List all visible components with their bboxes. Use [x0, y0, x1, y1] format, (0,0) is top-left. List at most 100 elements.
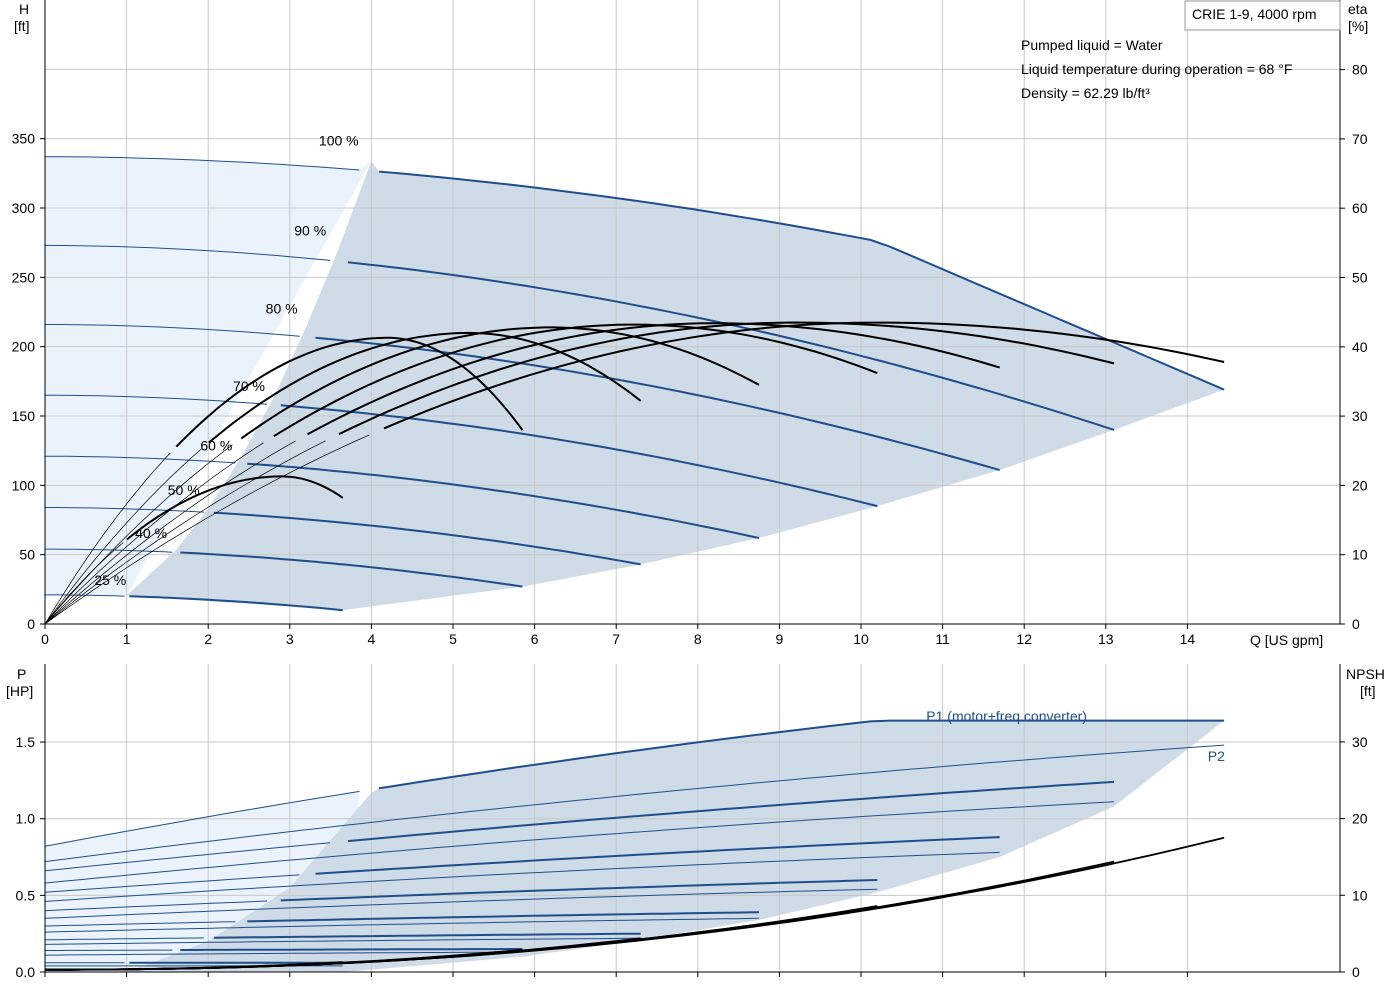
speed-label: 70 %	[233, 378, 265, 394]
x-tick-label: 10	[853, 631, 869, 647]
power-legend-label: P2	[1208, 748, 1225, 764]
p1-curve	[213, 932, 641, 939]
head-curve-thin	[45, 324, 300, 337]
x-tick-label: 5	[449, 631, 457, 647]
eta-tick-label: 0	[1352, 616, 1360, 632]
speed-label: 25 %	[94, 572, 126, 588]
eta-tick-label: 20	[1352, 477, 1368, 493]
p-axis-label: P	[17, 666, 26, 682]
head-curve-thin	[44, 156, 360, 171]
eta-curve	[338, 321, 1115, 436]
power-axes: 0.0 0.5 1.0 1.5 0 10 20 30	[16, 664, 1368, 980]
x-tick-label: 1	[123, 631, 131, 647]
eta-tick-label: 40	[1352, 339, 1368, 355]
p2-curve	[44, 937, 641, 945]
p1-curve	[378, 719, 1225, 790]
head-curve	[315, 336, 1000, 472]
p-tick-label: 1.5	[16, 734, 36, 750]
eta-curve	[383, 321, 1225, 430]
eta-curve-thin	[44, 442, 264, 625]
p-tick-label: 1.0	[16, 811, 36, 827]
eta-curve	[240, 326, 760, 440]
eta-curve-thin	[44, 448, 202, 625]
x-tick-label: 9	[776, 631, 784, 647]
pump-title-box	[1184, 0, 1341, 31]
speed-label: 100 %	[319, 133, 359, 149]
p1-curve	[280, 879, 878, 902]
p-axis-unit: [HP]	[6, 683, 33, 699]
p1-curve-thin	[44, 921, 236, 927]
h-tick-label: 50	[19, 547, 35, 563]
eta-curve-thin	[44, 434, 370, 625]
p-tick-label: 0.5	[16, 887, 36, 903]
eta-curve	[175, 336, 524, 448]
eta-curve	[126, 475, 344, 541]
p-tick-label: 0.0	[16, 964, 36, 980]
npsh-curve	[45, 961, 343, 971]
info-line-temperature: Liquid temperature during operation = 68…	[1021, 61, 1292, 77]
eta-curve-thin	[44, 440, 296, 625]
power-curves	[44, 719, 1225, 971]
head-grid	[44, 0, 1340, 624]
npsh-tick-label: 10	[1352, 887, 1368, 903]
h-tick-label: 150	[12, 408, 36, 424]
head-curve-thin	[45, 507, 204, 513]
eta-curve-thin	[44, 444, 233, 625]
x-tick-label: 6	[531, 631, 539, 647]
eta-tick-label: 80	[1352, 62, 1368, 78]
power-grid	[44, 664, 1340, 972]
head-curve	[180, 551, 523, 588]
eta-curve-thin	[44, 440, 326, 625]
eta-tick-label: 60	[1352, 200, 1368, 216]
power-operating-region	[126, 720, 1225, 972]
npsh-tick-label: 20	[1352, 811, 1368, 827]
eta-tick-label: 10	[1352, 547, 1368, 563]
eta-tick-label: 30	[1352, 408, 1368, 424]
p1-curve	[315, 836, 1000, 875]
h-tick-label: 250	[12, 269, 36, 285]
speed-label: 40 %	[135, 525, 167, 541]
head-curve-thin	[44, 244, 331, 261]
head-curve	[247, 462, 760, 539]
eta-axis-unit: [%]	[1348, 18, 1368, 34]
power-legend-label: P1 (motor+freq.converter)	[926, 708, 1087, 724]
p1-curve-thin	[44, 900, 268, 912]
x-tick-label: 14	[1180, 631, 1196, 647]
h-tick-label: 0	[27, 616, 35, 632]
speed-label: 50 %	[168, 482, 200, 498]
head-curve	[379, 170, 1225, 391]
npsh-axis-unit: [ft]	[1360, 683, 1376, 699]
x-tick-label: 13	[1098, 631, 1114, 647]
p1-curve	[247, 911, 760, 923]
q-axis-label: Q [US gpm]	[1250, 632, 1323, 648]
speed-label: 80 %	[266, 300, 298, 316]
npsh-tick-label: 30	[1352, 734, 1368, 750]
eta-tick-label: 70	[1352, 131, 1368, 147]
npsh-tick-label: 0	[1352, 964, 1360, 980]
p2-curve	[44, 801, 1115, 884]
p1-curve-thin	[44, 790, 360, 847]
info-line-liquid: Pumped liquid = Water	[1021, 37, 1163, 53]
eta-curve-thin	[44, 542, 124, 625]
curve-labels: 100 % 90 % 80 % 70 % 60 % 50 % 40 % 25 % P1 (mot…	[94, 133, 1225, 764]
head-axes: 0 1 2 3 4 5 6 7 8 9 10 11 12 13 1405010015020025030035…	[12, 0, 1368, 647]
h-axis-unit: [ft]	[14, 18, 30, 34]
eta-tick-label: 50	[1352, 270, 1368, 286]
eta-curve	[208, 331, 642, 444]
x-tick-label: 2	[204, 631, 212, 647]
h-tick-label: 300	[12, 200, 36, 216]
p2-curve	[44, 851, 1000, 902]
head-curves	[44, 156, 1225, 625]
eta-curve-thin	[44, 452, 171, 625]
p1-curve-thin	[44, 874, 300, 893]
eta-axis-label: eta	[1348, 1, 1368, 17]
head-curve	[213, 511, 641, 566]
head-curve-thin	[45, 394, 268, 405]
head-curve-thin	[45, 548, 173, 553]
x-tick-label: 8	[694, 631, 702, 647]
p1-curve	[347, 780, 1115, 843]
h-tick-label: 100	[12, 477, 36, 493]
p1-curve-thin	[44, 937, 204, 941]
head-curve-thin	[45, 455, 236, 464]
